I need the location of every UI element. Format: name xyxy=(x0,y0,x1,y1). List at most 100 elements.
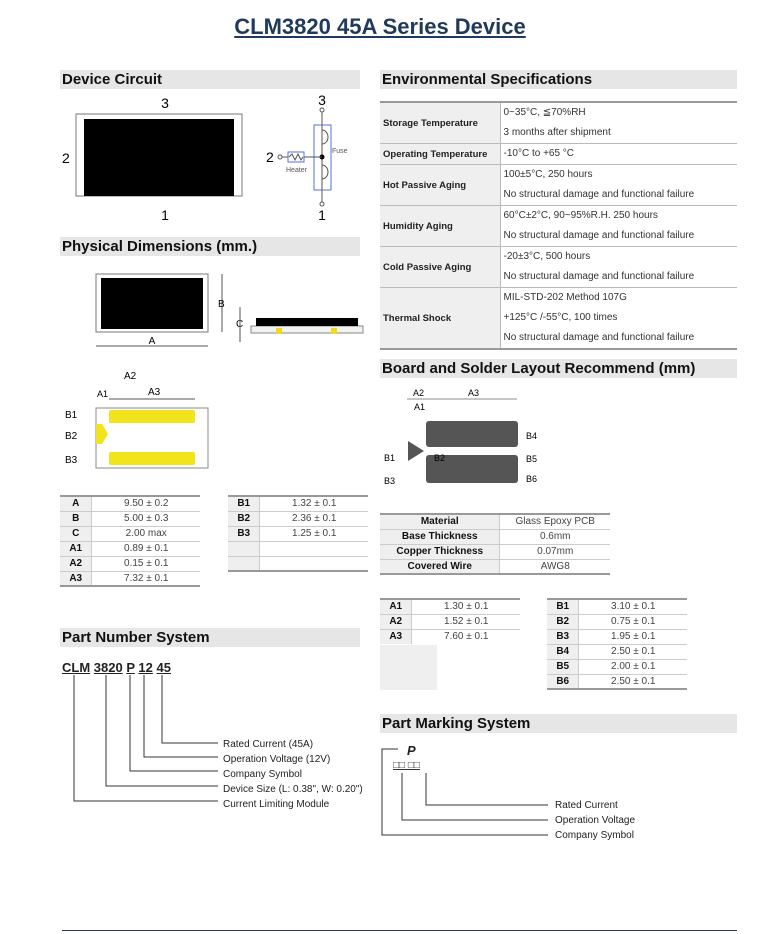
cell-label: B1 xyxy=(228,496,261,512)
svg-text:B2: B2 xyxy=(434,453,445,463)
cell-value: 2.50 ± 0.1 xyxy=(611,675,656,687)
cell-value: 1.52 ± 0.1 xyxy=(411,614,520,630)
table-row: B3 1.95 ± 0.1 xyxy=(547,629,687,645)
table-row: Base Thickness 0.6mm xyxy=(380,529,610,545)
device-dims-table-b: B1 1.32 ± 0.1 B2 2.36 ± 0.1 B3 1.25 ± 0.1 xyxy=(228,495,368,572)
cell-label: A3 xyxy=(60,571,93,586)
environmental-specs-table: Storage Temperature 0~35°C, ≦70%RH 3 month… xyxy=(380,101,737,350)
footer-divider xyxy=(62,930,737,931)
env-value: No structural damage and functional fail… xyxy=(503,332,695,343)
env-value: MIL-STD-202 Method 107G xyxy=(503,292,627,303)
cell-value: 0.15 ± 0.1 xyxy=(91,556,200,572)
env-value: 3 months after shipment xyxy=(503,127,611,138)
svg-text:B5: B5 xyxy=(526,454,537,464)
svg-text:A1: A1 xyxy=(414,402,425,412)
svg-text:1: 1 xyxy=(161,207,169,223)
pn-segment-voltage: 12 xyxy=(138,660,153,675)
table-row: A3 7.32 ± 0.1 xyxy=(60,571,200,586)
device-dims-table-a: A 9.50 ± 0.2 B 5.00 ± 0.3 C 2.00 max A1 0.89 ± … xyxy=(60,495,200,587)
legend-current-limiting-module: Current Limiting Module xyxy=(223,799,330,810)
cell-label: Base Thickness xyxy=(380,529,501,545)
cell-value: 1.25 ± 0.1 xyxy=(259,526,368,542)
cell-label: Material xyxy=(380,514,501,530)
svg-text:2: 2 xyxy=(62,150,70,166)
cell-label: C xyxy=(60,526,93,542)
env-values: 100±5°C, 250 hours No structural damage a… xyxy=(500,164,737,206)
table-row: Material Glass Epoxy PCB xyxy=(380,514,610,530)
env-value: -10°C to +65 °C xyxy=(503,148,575,159)
env-value: 0~35°C, ≦70%RH xyxy=(503,107,586,118)
env-value: No structural damage and functional fail… xyxy=(503,271,695,282)
svg-text:B1: B1 xyxy=(384,453,395,463)
env-values: -20±3°C, 500 hours No structural damage a… xyxy=(500,246,737,288)
cell-label: B1 xyxy=(547,599,580,615)
table-row: A2 0.15 ± 0.1 xyxy=(60,556,200,572)
env-condition: Thermal Shock xyxy=(380,287,501,350)
part-number-legend: Rated Current (45A) Operation Voltage (1… xyxy=(223,737,363,812)
table-row: B4 2.50 ± 0.1 xyxy=(547,644,687,660)
svg-text:B4: B4 xyxy=(526,431,537,441)
legend-rated-current: Rated Current (45A) xyxy=(223,739,314,750)
cell-value: 0.89 ± 0.1 xyxy=(91,541,200,557)
svg-text:1: 1 xyxy=(318,207,326,223)
svg-text:B: B xyxy=(218,299,225,310)
env-row: Thermal Shock MIL-STD-202 Method 107G +125… xyxy=(380,287,737,350)
table-row: A2 1.52 ± 0.1 xyxy=(380,614,520,630)
env-row: Cold Passive Aging -20±3°C, 500 hours No s… xyxy=(380,246,737,288)
svg-text:B1: B1 xyxy=(65,410,78,421)
part-number-leader-lines xyxy=(73,675,218,802)
cell-value: 7.32 ± 0.1 xyxy=(124,572,169,584)
env-value: 60°C±2°C, 90~95%R.H. 250 hours xyxy=(503,210,658,221)
table-row: B2 0.75 ± 0.1 xyxy=(547,614,687,630)
svg-text:A3: A3 xyxy=(468,388,479,398)
env-condition: Hot Passive Aging xyxy=(380,164,501,206)
cell-label xyxy=(228,556,261,571)
section-part-number-system: Part Number System xyxy=(60,628,360,647)
marking-legend-company-symbol: Company Symbol xyxy=(555,830,634,841)
env-values: MIL-STD-202 Method 107G +125°C /-55°C, 10… xyxy=(500,287,737,350)
env-value: +125°C /-55°C, 100 times xyxy=(503,312,618,323)
env-values: -10°C to +65 °C xyxy=(500,143,737,165)
svg-text:B3: B3 xyxy=(384,476,395,486)
table-row: B1 1.32 ± 0.1 xyxy=(228,496,368,512)
table-row: A1 1.30 ± 0.1 xyxy=(380,599,520,615)
part-marking-leader-lines xyxy=(381,748,548,836)
cell-label: B5 xyxy=(547,659,580,675)
cell-label: B3 xyxy=(547,629,580,645)
svg-text:A2: A2 xyxy=(413,388,424,398)
legend-company-symbol: Company Symbol xyxy=(223,769,302,780)
marking-symbol: P xyxy=(407,743,416,758)
section-physical-dimensions: Physical Dimensions (mm.) xyxy=(60,237,360,256)
cell-label: Covered Wire xyxy=(380,559,501,574)
cell-value: 2.00 max xyxy=(91,526,200,542)
cell-value: 1.95 ± 0.1 xyxy=(578,629,687,645)
table-row: B 5.00 ± 0.3 xyxy=(60,511,200,527)
cell-label: B4 xyxy=(547,644,580,660)
cell-label xyxy=(228,541,261,557)
table-row: A3 7.60 ± 0.1 xyxy=(380,629,520,644)
cell-value xyxy=(260,556,368,571)
svg-text:2: 2 xyxy=(266,149,274,165)
svg-text:A2: A2 xyxy=(124,371,137,382)
board-dims-table-a-filler xyxy=(380,645,437,690)
cell-label: Copper Thickness xyxy=(380,544,501,560)
marking-legend-rated-current: Rated Current xyxy=(555,800,618,811)
pn-segment-size: 3820 xyxy=(93,660,123,675)
cell-label: B2 xyxy=(547,614,580,630)
cell-label: A1 xyxy=(380,599,413,615)
env-condition: Storage Temperature xyxy=(380,102,501,144)
env-value: No structural damage and functional fail… xyxy=(503,189,695,200)
env-row: Operating Temperature -10°C to +65 °C xyxy=(380,143,737,165)
env-row: Hot Passive Aging 100±5°C, 250 hours No st… xyxy=(380,164,737,206)
cell-value: Glass Epoxy PCB xyxy=(499,514,610,530)
table-row: Covered Wire AWG8 xyxy=(380,559,610,574)
cell-label: A xyxy=(60,496,93,512)
svg-text:A: A xyxy=(149,336,156,347)
env-value: No structural damage and functional fail… xyxy=(503,230,695,241)
svg-text:3: 3 xyxy=(161,95,169,111)
table-row: Copper Thickness 0.07mm xyxy=(380,544,610,560)
legend-operation-voltage: Operation Voltage (12V) xyxy=(223,754,331,765)
table-row: A1 0.89 ± 0.1 xyxy=(60,541,200,557)
cell-label: B6 xyxy=(547,674,580,689)
cell-label: A2 xyxy=(380,614,413,630)
